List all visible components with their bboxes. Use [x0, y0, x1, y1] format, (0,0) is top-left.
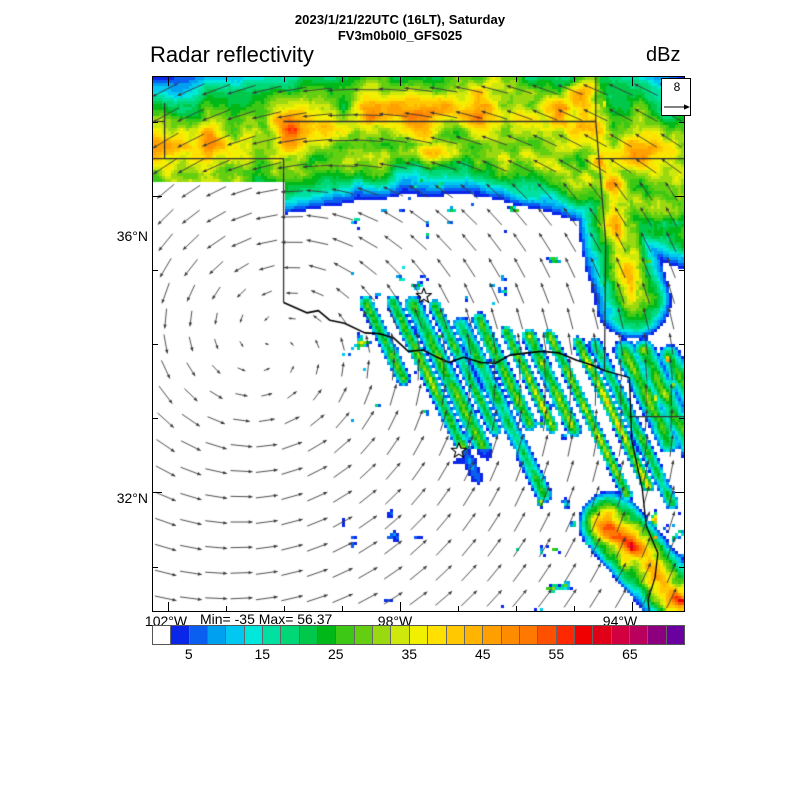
axis-tick — [679, 418, 684, 420]
axis-tick — [679, 344, 684, 345]
colorbar-swatch — [483, 626, 502, 644]
axis-tick — [283, 77, 285, 82]
radar-reflectivity-canvas — [153, 77, 684, 611]
axis-tick — [631, 77, 633, 86]
radar-map-panel[interactable] — [152, 76, 685, 612]
colorbar-swatch — [208, 626, 227, 644]
min-max-annotation: Min= -35 Max= 56.37 — [200, 611, 333, 627]
reflectivity-colorbar[interactable] — [152, 625, 685, 645]
page-title: Radar reflectivity — [150, 42, 314, 67]
colorbar-swatch — [574, 626, 594, 644]
axis-tick — [153, 121, 158, 123]
colorbar-swatch — [556, 626, 575, 644]
colorbar-swatch — [648, 626, 667, 644]
axis-tick — [225, 606, 227, 611]
axis-tick — [153, 344, 158, 345]
colorbar-swatch — [666, 626, 684, 644]
axis-tick — [515, 606, 517, 611]
axis-tick — [153, 195, 162, 197]
colorbar-tick-labels: 5 15 25 35 45 55 65 — [152, 646, 685, 664]
axis-tick — [679, 121, 684, 123]
wind-arrow-icon — [664, 104, 690, 110]
axis-tick — [679, 566, 684, 568]
colorbar-swatch — [538, 626, 557, 644]
colorbar-swatch — [281, 626, 300, 644]
colorbar-swatch — [611, 626, 630, 644]
axis-tick — [341, 606, 343, 611]
colorbar-swatch — [464, 626, 484, 644]
colorbar-swatch — [446, 626, 465, 644]
timestamp-title: 2023/1/21/22UTC (16LT), Saturday — [294, 12, 506, 27]
colorbar-swatch — [153, 626, 172, 644]
axis-tick — [399, 602, 401, 611]
axis-tick — [153, 269, 158, 271]
axis-tick — [153, 566, 158, 568]
axis-tick — [457, 77, 459, 82]
axis-tick — [283, 606, 285, 611]
colorbar-swatch — [373, 626, 392, 644]
axis-tick — [167, 602, 169, 611]
colorbar-swatch — [629, 626, 649, 644]
axis-tick — [675, 492, 684, 494]
axis-tick — [399, 77, 401, 86]
axis-tick — [341, 77, 343, 82]
axis-tick — [225, 77, 227, 82]
axis-tick — [515, 77, 517, 82]
unit-label: dBz — [646, 44, 681, 66]
colorbar-swatch — [428, 626, 447, 644]
colorbar-tick-label: 15 — [254, 646, 271, 662]
axis-tick — [153, 492, 162, 494]
colorbar-swatch — [318, 626, 337, 644]
axis-tick — [573, 606, 575, 611]
colorbar-swatch — [189, 626, 209, 644]
colorbar-swatch — [519, 626, 539, 644]
colorbar-swatch — [226, 626, 245, 644]
colorbar-swatch — [171, 626, 190, 644]
colorbar-swatch — [409, 626, 429, 644]
colorbar-swatch — [593, 626, 612, 644]
wind-vector-legend-value: 8 — [673, 80, 681, 94]
axis-tick — [675, 195, 684, 197]
colorbar-swatch — [336, 626, 355, 644]
model-run-title: FV3m0b0l0_GFS025 — [337, 28, 463, 43]
axis-tick — [631, 602, 633, 611]
colorbar-tick-label: 45 — [475, 646, 491, 662]
axis-tick — [153, 418, 158, 420]
colorbar-tick-label: 35 — [401, 646, 418, 662]
colorbar-swatch — [244, 626, 264, 644]
colorbar-swatch — [263, 626, 282, 644]
colorbar-swatch — [299, 626, 319, 644]
colorbar-tick-label: 65 — [622, 646, 638, 662]
colorbar-tick-label: 5 — [184, 646, 193, 662]
wind-vector-legend: 8 — [661, 78, 691, 116]
colorbar-swatch — [354, 626, 374, 644]
axis-tick — [573, 77, 575, 82]
colorbar-swatch — [501, 626, 520, 644]
axis-tick — [167, 77, 169, 86]
colorbar-tick-label: 55 — [548, 646, 565, 662]
axis-tick — [679, 269, 684, 271]
y-axis-tick-label: 32°N — [116, 490, 148, 506]
colorbar-swatch — [391, 626, 410, 644]
axis-tick — [457, 606, 459, 611]
y-axis-tick-label: 36°N — [116, 228, 148, 244]
colorbar-tick-label: 25 — [327, 646, 344, 662]
